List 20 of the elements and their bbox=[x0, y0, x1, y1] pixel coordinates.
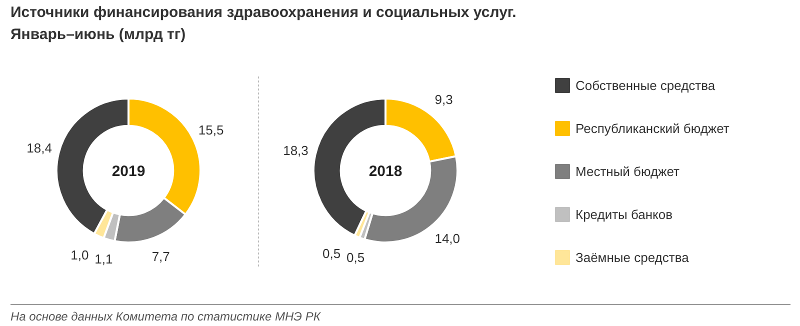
legend-label: Республиканский бюджет bbox=[576, 121, 730, 136]
data-label: 0,5 bbox=[322, 246, 341, 261]
data-label: 18,4 bbox=[26, 140, 52, 156]
legend-label: Кредиты банков bbox=[576, 207, 673, 222]
data-label: 0,5 bbox=[346, 250, 365, 265]
data-label: 1,0 bbox=[70, 248, 89, 263]
data-label: 1,1 bbox=[94, 252, 113, 267]
legend-label: Местный бюджет bbox=[576, 164, 680, 179]
data-label: 14,0 bbox=[434, 231, 460, 246]
data-label: 18,3 bbox=[283, 142, 308, 158]
data-label: 7,7 bbox=[152, 249, 170, 264]
slice-label: 2019 bbox=[112, 163, 146, 180]
chart-subtitle: Январь–июнь (млрд тг) bbox=[10, 26, 186, 43]
chart-title: Источники финансирования здравоохранения и социальных услуг. bbox=[10, 4, 516, 21]
data-label: 9,3 bbox=[434, 92, 453, 107]
legend-label: Заёмные средства bbox=[576, 250, 690, 265]
text: На основе данных Комитета по статистике МНЭ РК bbox=[10, 310, 322, 324]
legend-label: Собственные средства bbox=[576, 78, 716, 93]
slice-label: 2018 bbox=[368, 163, 402, 180]
data-label: 15,5 bbox=[198, 122, 224, 138]
